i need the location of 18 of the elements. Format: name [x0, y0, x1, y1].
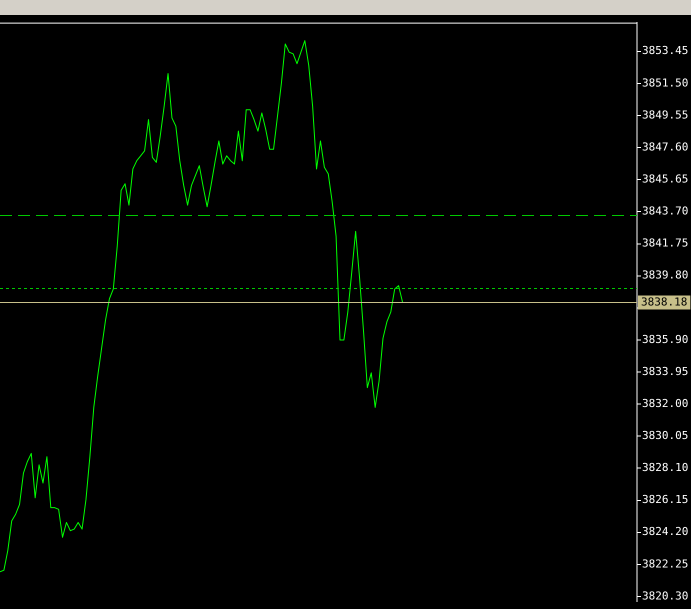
y-tick-label: 3849.55: [642, 108, 688, 122]
y-tick-label: 3830.05: [642, 429, 688, 442]
y-tick-label: 3851.50: [642, 76, 688, 90]
y-tick-label: 3839.80: [642, 268, 688, 282]
y-tick-label: 3833.95: [642, 364, 688, 378]
y-tick-label: 3832.00: [642, 396, 688, 410]
y-tick-label: 3853.45: [642, 44, 688, 58]
y-tick-label: 3843.70: [642, 204, 688, 218]
y-tick-label: 3822.25: [642, 557, 688, 570]
y-tick-label: 3828.10: [642, 461, 688, 474]
y-tick-label: 3845.65: [642, 172, 688, 186]
y-tick-label: 3835.90: [642, 332, 688, 346]
y-tick-label: 3826.15: [642, 493, 688, 506]
y-tick-label: 3841.75: [642, 236, 688, 250]
ref-line-label: 3838.18: [641, 295, 688, 308]
y-tick-label: 3820.30: [642, 589, 688, 602]
y-tick-label: 3824.20: [642, 525, 688, 538]
y-tick-label: 3847.60: [642, 140, 688, 154]
